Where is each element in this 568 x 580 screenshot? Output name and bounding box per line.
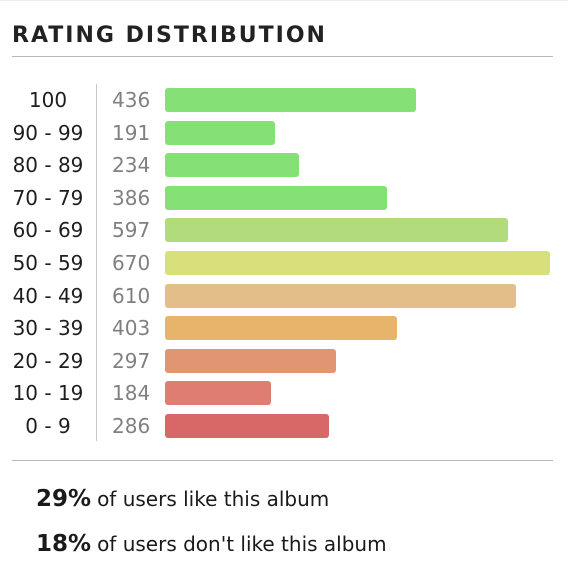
chart-row: 50 - 59 670	[0, 247, 568, 279]
range-label: 10 - 19	[12, 381, 84, 406]
rating-bar	[165, 348, 336, 373]
range-label: 30 - 39	[12, 316, 84, 341]
count-label: 191	[112, 120, 151, 145]
count-label: 670	[112, 251, 151, 275]
range-label: 80 - 89	[12, 153, 84, 178]
rating-bar	[165, 251, 550, 275]
chart-row: 40 - 49 610	[0, 280, 568, 312]
count-label: 286	[112, 414, 151, 438]
rating-bar	[165, 414, 329, 438]
chart-row: 30 - 39 403	[0, 312, 568, 344]
dislike-percent: 18%	[36, 531, 92, 557]
chart-row: 90 - 99 191	[0, 117, 568, 149]
dislike-text: of users don't like this album	[97, 532, 387, 556]
rating-bar	[165, 153, 299, 178]
count-label: 234	[112, 153, 151, 178]
range-label: 0 - 9	[25, 414, 71, 438]
count-label: 610	[112, 283, 151, 308]
dislike-stat: 18% of users don't like this album	[36, 529, 387, 559]
chart-row: 70 - 79 386	[0, 182, 568, 214]
range-label: 50 - 59	[12, 251, 84, 275]
chart-row: 100 436	[0, 84, 568, 116]
rating-bar	[165, 381, 271, 406]
count-label: 436	[112, 88, 151, 112]
range-label: 40 - 49	[12, 283, 84, 308]
range-label: 90 - 99	[12, 120, 84, 145]
chart-row: 60 - 69 597	[0, 214, 568, 246]
rating-bar	[165, 283, 516, 308]
range-label: 100	[28, 88, 68, 112]
range-label: 70 - 79	[12, 185, 84, 210]
like-percent: 29%	[36, 486, 92, 512]
count-label: 386	[112, 185, 151, 210]
like-text: of users like this album	[97, 487, 330, 511]
chart-row: 0 - 9 286	[0, 410, 568, 442]
rating-distribution-chart: 100 436 90 - 99 191 80 - 89 234 70 - 79 386 60 -…	[0, 84, 568, 442]
count-label: 403	[112, 316, 151, 341]
rating-bar	[165, 316, 397, 341]
range-label: 20 - 29	[12, 348, 84, 373]
rating-bar	[165, 120, 275, 145]
title-divider	[12, 56, 553, 57]
rating-bar	[165, 218, 508, 243]
count-label: 597	[112, 218, 151, 243]
count-label: 184	[112, 381, 151, 406]
chart-row: 80 - 89 234	[0, 149, 568, 181]
chart-row: 20 - 29 297	[0, 345, 568, 377]
section-title: RATING DISTRIBUTION	[12, 23, 327, 48]
like-stat: 29% of users like this album	[36, 484, 329, 514]
footer-divider	[12, 460, 553, 461]
rating-bar	[165, 185, 387, 210]
chart-axis-divider	[96, 84, 97, 441]
count-label: 297	[112, 348, 151, 373]
range-label: 60 - 69	[12, 218, 84, 243]
top-border	[0, 0, 568, 1]
chart-row: 10 - 19 184	[0, 377, 568, 409]
rating-bar	[165, 88, 416, 112]
